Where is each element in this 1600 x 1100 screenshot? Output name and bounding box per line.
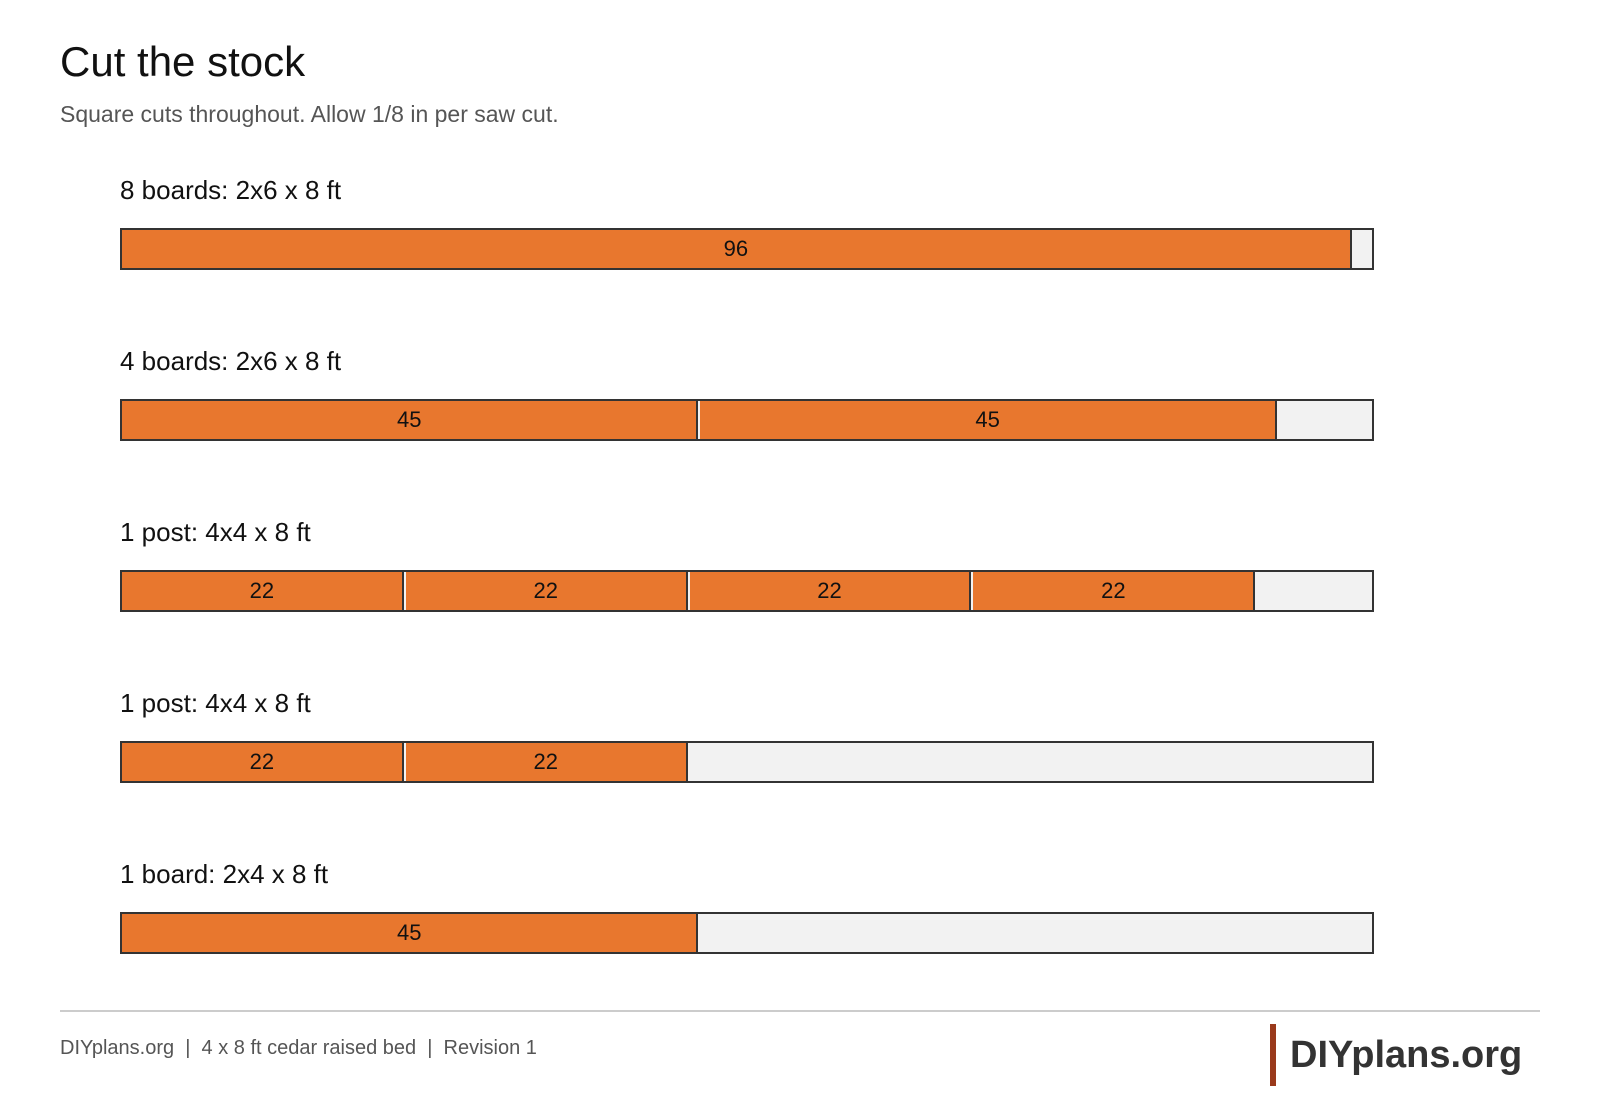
title: Cut the stock	[60, 38, 306, 85]
board-bar: 22 22 22 22	[120, 570, 1374, 612]
board-bar: 45 45	[120, 399, 1374, 441]
board-label: 1 post: 4x4 x 8 ft	[120, 517, 311, 547]
subtitle: Square cuts throughout. Allow 1/8 in per…	[60, 101, 559, 127]
cut-piece: 22	[122, 572, 404, 610]
cut-piece: 22	[689, 572, 972, 610]
board-bar: 96	[120, 228, 1374, 270]
cut-length: 45	[975, 407, 1000, 432]
board-bar: 22 22	[120, 741, 1374, 783]
board-label: 8 boards: 2x6 x 8 ft	[120, 175, 342, 205]
cut-length: 22	[533, 578, 558, 603]
cut-piece: 45	[122, 914, 699, 952]
cut-length: 45	[396, 920, 422, 945]
logo: DIYplans.org	[1270, 1024, 1522, 1086]
cut-length: 22	[1101, 578, 1126, 603]
cut-piece: 22	[405, 572, 688, 610]
cut-length: 22	[249, 749, 275, 774]
cut-piece: 22	[973, 572, 1256, 610]
cut-length: 45	[396, 407, 422, 432]
footer-rule	[60, 1010, 1540, 1012]
board-label: 4 boards: 2x6 x 8 ft	[120, 346, 342, 376]
board-label: 1 board: 2x4 x 8 ft	[120, 859, 329, 889]
cut-length: 22	[817, 578, 842, 603]
cut-piece: 96	[122, 230, 1352, 268]
cut-length: 96	[723, 236, 749, 261]
footer-text: DIYplans.org | 4 x 8 ft cedar raised bed…	[60, 1037, 537, 1059]
cut-piece: 22	[405, 743, 688, 781]
cut-length: 22	[249, 578, 275, 603]
cut-piece: 45	[700, 401, 1277, 439]
cut-length: 22	[533, 749, 558, 774]
cut-piece: 45	[122, 401, 699, 439]
board-bar: 45	[120, 912, 1374, 954]
cut-piece: 22	[122, 743, 404, 781]
board-label: 1 post: 4x4 x 8 ft	[120, 688, 311, 718]
